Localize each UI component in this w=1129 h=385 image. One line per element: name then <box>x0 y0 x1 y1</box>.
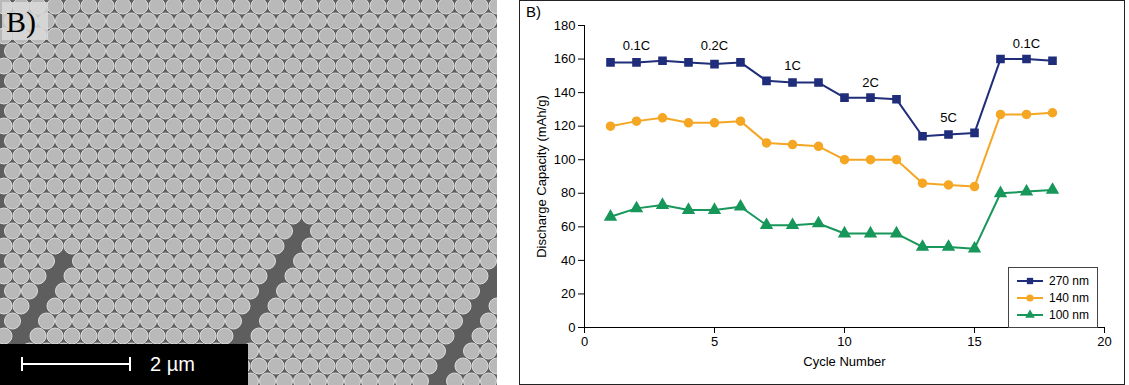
svg-text:100: 100 <box>554 152 576 167</box>
svg-text:0.2C: 0.2C <box>701 38 728 53</box>
svg-text:1C: 1C <box>784 58 801 73</box>
svg-text:160: 160 <box>554 51 576 66</box>
svg-text:Discharge Capacity (mAh/g): Discharge Capacity (mAh/g) <box>534 95 549 258</box>
svg-text:0.1C: 0.1C <box>1013 36 1040 51</box>
html-text:100 nm: 100 nm <box>1049 307 1089 322</box>
svg-text:20: 20 <box>561 286 575 301</box>
svg-text:0: 0 <box>568 320 575 335</box>
svg-text:Cycle Number: Cycle Number <box>803 354 886 369</box>
svg-text:15: 15 <box>967 334 981 349</box>
html-text:140 nm: 140 nm <box>1049 290 1089 305</box>
svg-text:0: 0 <box>581 334 588 349</box>
svg-text:5C: 5C <box>940 110 957 125</box>
svg-text:80: 80 <box>561 185 575 200</box>
svg-text:10: 10 <box>837 334 851 349</box>
svg-text:20: 20 <box>1097 334 1111 349</box>
svg-text:140: 140 <box>554 85 576 100</box>
svg-text:120: 120 <box>554 118 576 133</box>
svg-text:B): B) <box>6 5 36 39</box>
svg-text:60: 60 <box>561 219 575 234</box>
svg-text:40: 40 <box>561 253 575 268</box>
svg-text:180: 180 <box>554 18 576 33</box>
svg-text:5: 5 <box>711 334 718 349</box>
svg-text:0.1C: 0.1C <box>623 38 650 53</box>
svg-text:2 µm: 2 µm <box>150 353 195 375</box>
html-text:270 nm: 270 nm <box>1049 273 1089 288</box>
svg-text:2C: 2C <box>862 75 879 90</box>
html-text:B): B) <box>526 3 541 20</box>
